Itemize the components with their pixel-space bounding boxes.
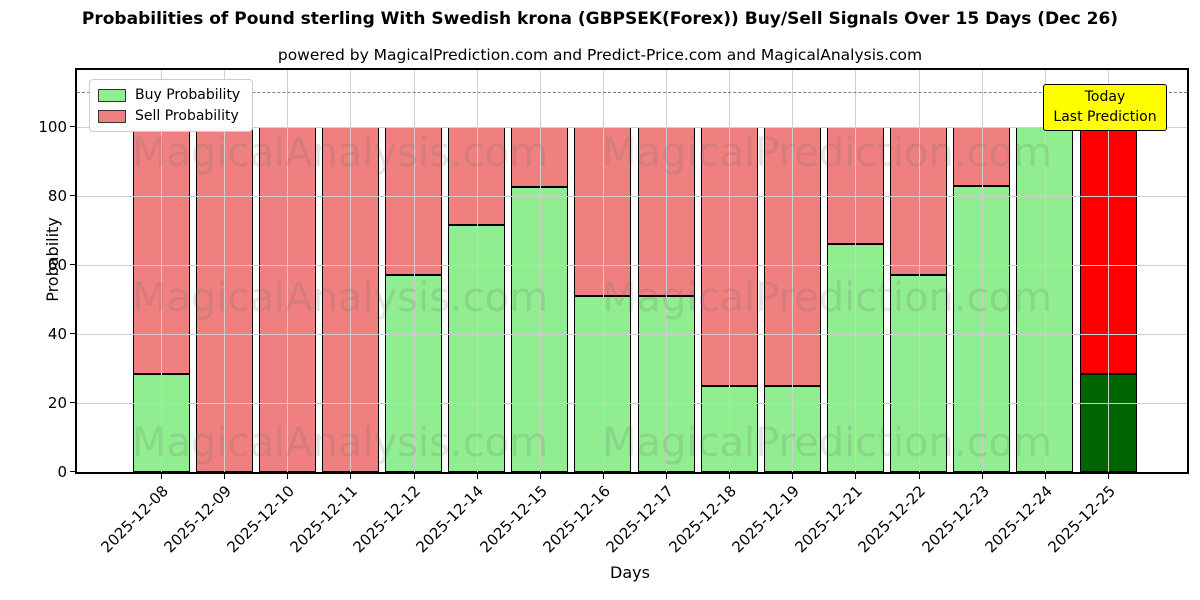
- legend-item-sell: Sell Probability: [98, 108, 240, 124]
- x-gridline: [350, 70, 352, 472]
- x-tick-label: 2025-12-15: [476, 482, 551, 557]
- x-tick-mark: [855, 474, 857, 479]
- y-tick-label: 100: [38, 117, 67, 136]
- x-tick-label: 2025-12-21: [791, 482, 867, 557]
- x-tick-mark: [350, 474, 352, 479]
- y-tick-mark: [70, 125, 75, 127]
- x-gridline: [602, 70, 604, 472]
- dashed-threshold-line: [77, 92, 1187, 94]
- x-gridline: [666, 70, 668, 472]
- x-tick-label: 2025-12-10: [223, 482, 299, 557]
- x-tick-mark: [1108, 474, 1109, 479]
- x-tick-mark: [729, 474, 731, 479]
- x-gridline: [729, 70, 731, 472]
- x-tick-label: 2025-12-11: [286, 482, 362, 557]
- x-axis-label: Days: [610, 563, 650, 582]
- x-tick-label: 2025-12-14: [413, 482, 488, 557]
- x-tick-label: 2025-12-16: [539, 482, 614, 557]
- y-tick-mark: [70, 471, 75, 472]
- x-tick-label: 2025-12-22: [854, 482, 930, 557]
- x-tick-mark: [666, 474, 668, 479]
- y-tick-label: 20: [47, 393, 67, 412]
- x-tick-mark: [602, 474, 604, 479]
- x-tick-mark: [918, 474, 920, 479]
- today-annotation-line1: Today: [1084, 89, 1126, 105]
- x-tick-mark: [224, 474, 226, 479]
- y-tick-label: 80: [47, 186, 67, 205]
- legend-item-buy: Buy Probability: [98, 87, 240, 103]
- y-axis-label: Probability: [42, 217, 62, 302]
- y-gridline: [77, 195, 1187, 197]
- x-tick-mark: [539, 474, 541, 479]
- x-tick-mark: [981, 474, 983, 479]
- x-gridline: [413, 70, 415, 472]
- x-gridline: [1108, 70, 1109, 472]
- x-gridline: [287, 70, 289, 472]
- y-tick-mark: [70, 401, 75, 403]
- x-tick-label: 2025-12-19: [728, 482, 804, 557]
- x-tick-label: 2025-12-24: [981, 482, 1056, 557]
- chart-title: Probabilities of Pound sterling With Swe…: [81, 9, 1119, 29]
- x-tick-mark: [1044, 474, 1046, 479]
- x-gridline: [224, 70, 226, 472]
- x-tick-mark: [161, 474, 162, 479]
- x-gridline: [792, 70, 794, 472]
- x-gridline: [918, 70, 920, 472]
- y-tick-mark: [70, 263, 75, 265]
- x-gridline: [161, 70, 162, 472]
- y-gridline: [77, 126, 1187, 128]
- y-gridline: [77, 264, 1187, 266]
- y-tick-label: 40: [47, 324, 67, 343]
- y-gridline: [77, 402, 1187, 404]
- x-tick-mark: [792, 474, 794, 479]
- x-gridline: [476, 70, 478, 472]
- x-gridline: [981, 70, 983, 472]
- x-tick-label: 2025-12-17: [602, 482, 677, 557]
- x-gridline: [539, 70, 541, 472]
- x-tick-mark: [413, 474, 415, 479]
- x-tick-label: 2025-12-09: [160, 482, 235, 557]
- y-tick-label: 60: [47, 255, 67, 274]
- x-tick-label: 2025-12-25: [1044, 482, 1119, 557]
- x-tick-mark: [476, 474, 478, 479]
- x-tick-label: 2025-12-18: [665, 482, 740, 557]
- chart-legend: Buy Probability Sell Probability: [89, 79, 254, 132]
- today-annotation-line2: Last Prediction: [1053, 109, 1157, 125]
- x-gridline: [1044, 70, 1046, 472]
- plot-area: Buy Probability Sell Probability Today L…: [38, 68, 1189, 556]
- x-tick-mark: [287, 474, 289, 479]
- sell-swatch-icon: [98, 109, 126, 123]
- y-gridline: [77, 333, 1187, 335]
- x-tick-label: 2025-12-08: [97, 482, 172, 557]
- chart-subtitle: powered by MagicalPrediction.com and Pre…: [277, 46, 923, 64]
- buy-swatch-icon: [98, 88, 126, 102]
- y-tick-mark: [70, 194, 75, 196]
- y-tick-mark: [70, 332, 75, 334]
- legend-buy-label: Buy Probability: [135, 87, 241, 103]
- today-annotation: Today Last Prediction: [1043, 84, 1167, 131]
- legend-sell-label: Sell Probability: [135, 108, 239, 124]
- y-tick-label: 0: [57, 463, 67, 481]
- x-gridline: [855, 70, 857, 472]
- x-tick-label: 2025-12-23: [918, 482, 993, 557]
